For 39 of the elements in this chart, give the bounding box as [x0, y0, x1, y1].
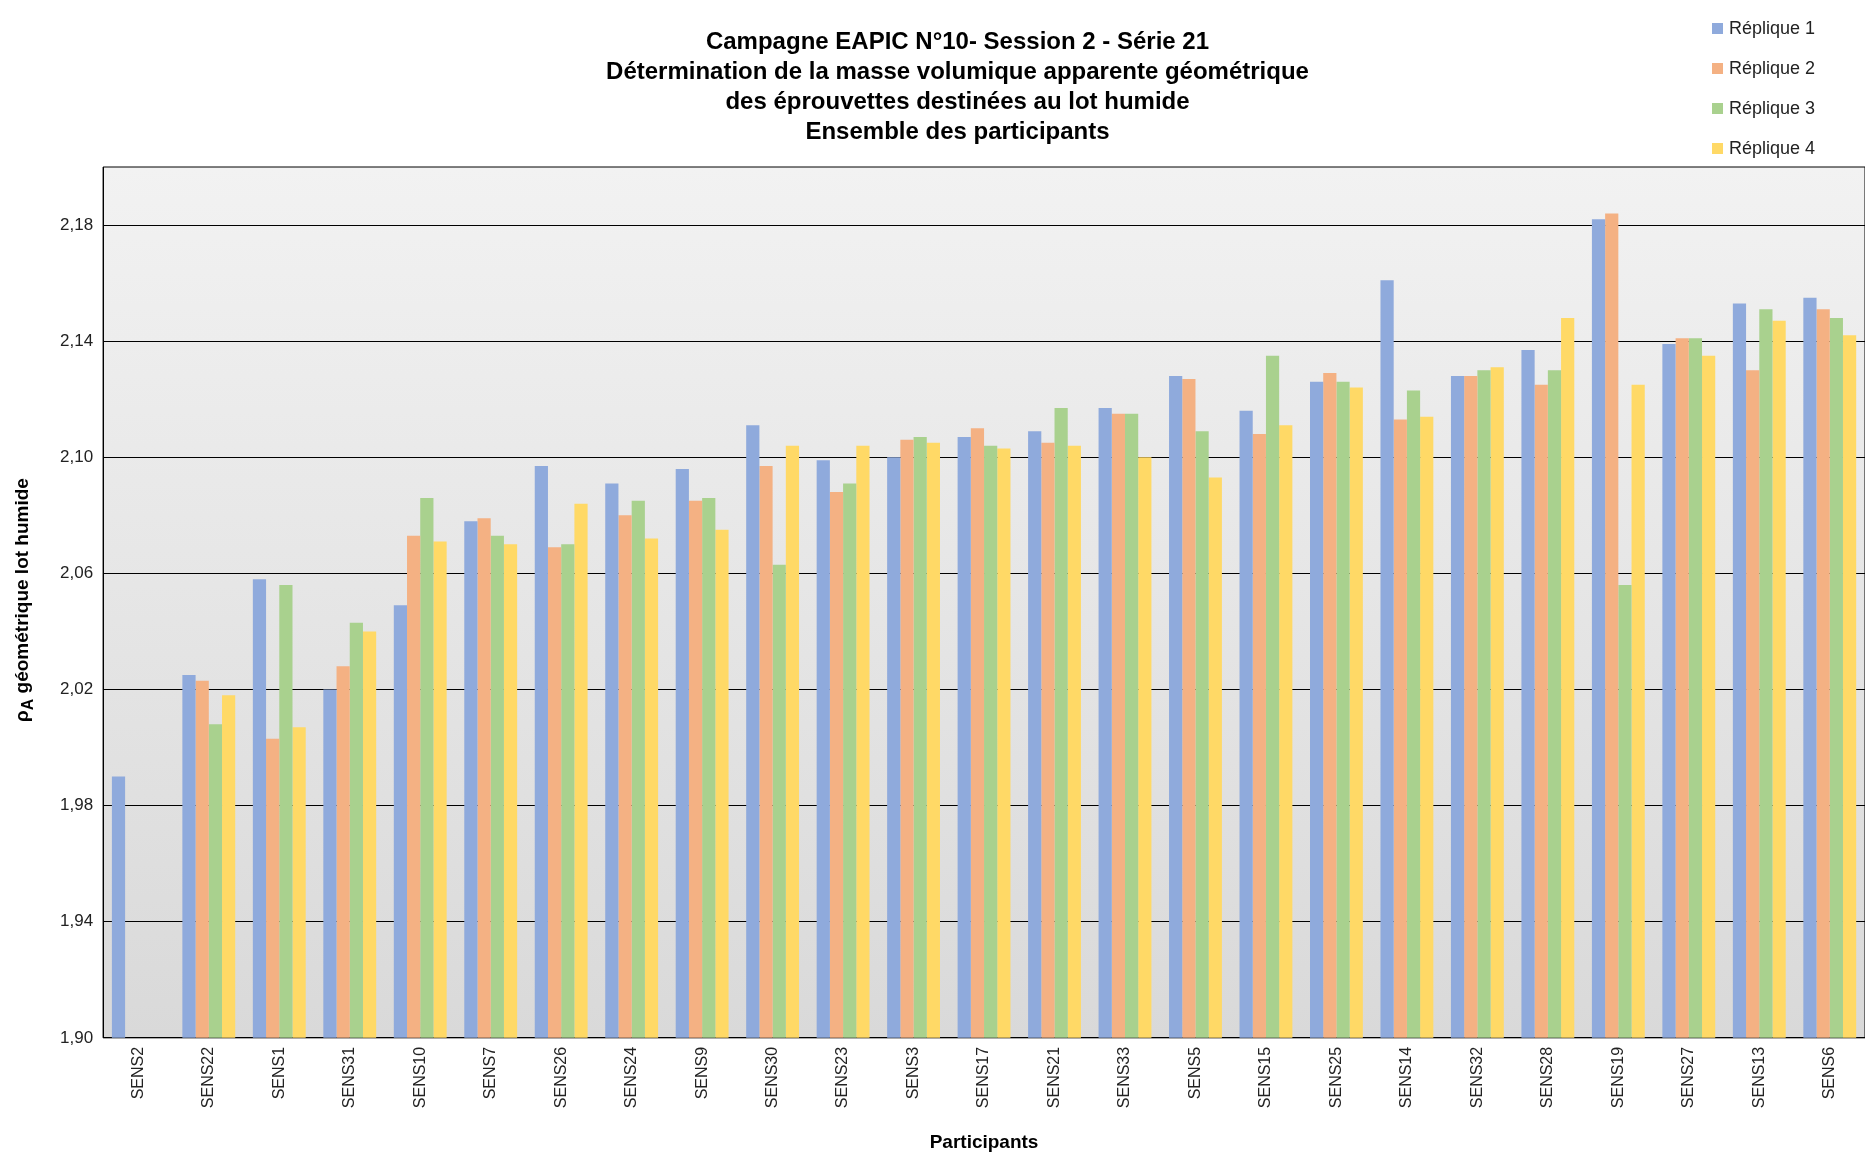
x-tick-label: SENS9: [692, 1046, 710, 1100]
x-axis-title: Participants: [929, 1130, 1039, 1152]
x-tick-label: SENS23: [833, 1046, 851, 1109]
y-tick-label: 1,94: [59, 911, 94, 931]
x-tick-label: SENS2: [128, 1046, 146, 1100]
x-tick-label: SENS32: [1467, 1046, 1485, 1109]
x-tick-label: SENS33: [1115, 1046, 1133, 1109]
x-tick-label: SENS14: [1397, 1046, 1415, 1109]
x-tick-label: SENS19: [1608, 1046, 1626, 1109]
legend-label: Réplique 1: [1728, 17, 1815, 39]
x-tick-label: SENS13: [1749, 1046, 1767, 1109]
x-tick-label: SENS31: [340, 1046, 358, 1109]
legend-label: Réplique 3: [1728, 97, 1815, 119]
y-tick-label: 1,90: [59, 1027, 94, 1047]
x-tick-label: SENS24: [622, 1046, 640, 1109]
x-tick-label: SENS28: [1538, 1046, 1556, 1109]
x-tick-label: SENS15: [1256, 1046, 1274, 1109]
x-tick-label: SENS10: [410, 1046, 428, 1109]
y-tick-label: 2,18: [59, 214, 94, 234]
y-tick-label: 1,98: [59, 795, 94, 815]
x-tick-label: SENS5: [1185, 1046, 1203, 1100]
x-tick-label: SENS6: [1820, 1046, 1838, 1100]
x-tick-label: SENS27: [1679, 1046, 1697, 1109]
x-tick-label: SENS26: [551, 1046, 569, 1109]
x-tick-label: SENS25: [1326, 1046, 1344, 1109]
legend-label: Réplique 4: [1728, 137, 1815, 159]
y-tick-label: 2,02: [59, 679, 94, 699]
y-tick-label: 2,06: [59, 563, 94, 583]
x-tick-label: SENS3: [903, 1046, 921, 1100]
x-tick-label: SENS1: [269, 1046, 287, 1100]
x-tick-label: SENS30: [763, 1046, 781, 1109]
legend-label: Réplique 2: [1728, 57, 1815, 79]
chart-title: Campagne EAPIC N°10- Session 2 - Série 21 Détermination de la masse volumique apparente géométrique des éprouvettes destinées au lot humide Ensemble des participants: [606, 26, 1309, 144]
x-tick-label: SENS22: [199, 1046, 217, 1109]
y-tick-label: 2,14: [59, 330, 94, 350]
x-tick-label: SENS7: [481, 1046, 499, 1100]
y-tick-label: 2,10: [59, 446, 94, 466]
x-tick-label: SENS17: [974, 1046, 992, 1109]
x-tick-label: SENS21: [1044, 1046, 1062, 1109]
